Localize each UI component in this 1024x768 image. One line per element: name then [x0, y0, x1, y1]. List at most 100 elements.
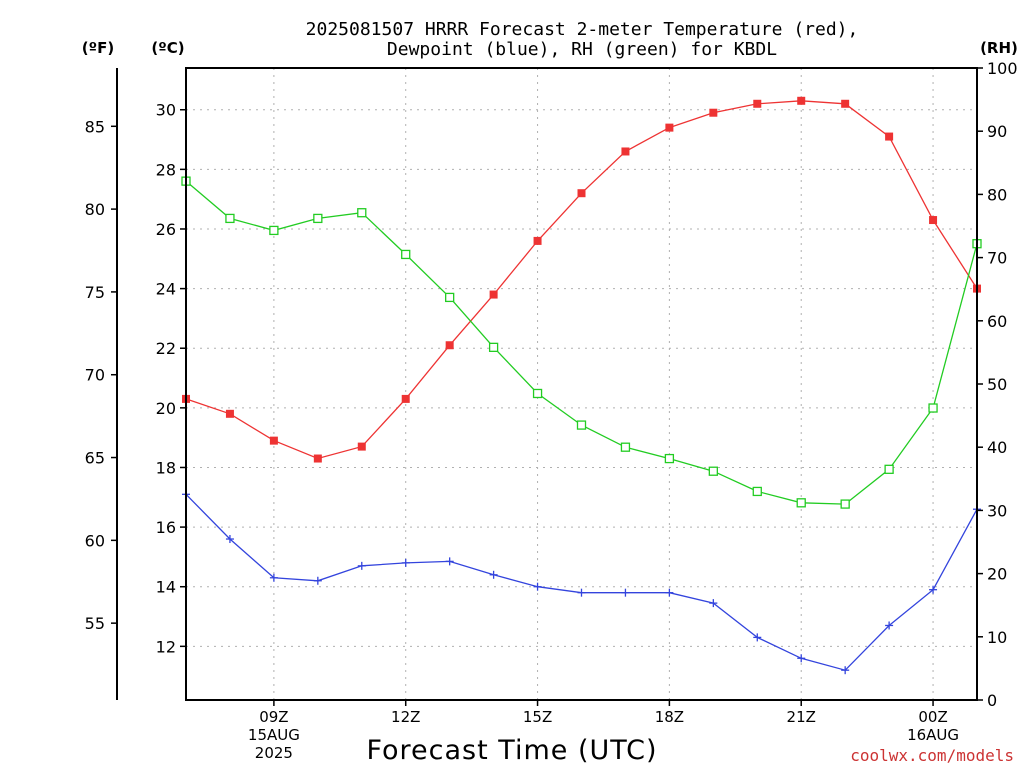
x-axis-title: Forecast Time (UTC): [366, 735, 657, 766]
dewpoint-line: [185, 493, 978, 671]
rh-point: [708, 466, 718, 476]
temperature-point: [225, 409, 234, 418]
dewpoint-point: [357, 561, 366, 570]
rh-point: [225, 213, 235, 224]
x-tick-label: 21Z: [787, 708, 816, 726]
temperature-point: [357, 442, 366, 451]
rh-tick-label: 60: [987, 312, 1007, 331]
x-tick-label: 00Z: [918, 708, 947, 726]
fahrenheit-tick-label: 70: [85, 366, 105, 385]
x-tick-label: 15AUG: [248, 726, 300, 744]
celsius-tick-label: 20: [156, 399, 176, 418]
temperature-point: [621, 147, 630, 156]
dewpoint-point: [665, 588, 674, 597]
temperature-line: [185, 100, 978, 460]
rh-tick-label: 10: [987, 628, 1007, 647]
celsius-tick-label: 22: [156, 339, 176, 358]
rh-point: [664, 453, 675, 464]
rh-tick-label: 30: [987, 501, 1007, 520]
grid-lines: [186, 68, 977, 700]
rh-tick-label: 90: [987, 122, 1007, 141]
temperature-point: [709, 108, 718, 117]
temperature-point: [841, 99, 850, 108]
celsius-tick-label: 24: [156, 280, 176, 299]
celsius-tick-label: 18: [156, 458, 176, 477]
fahrenheit-tick-label: 65: [85, 449, 105, 468]
temperature-point: [401, 394, 410, 403]
rh-point: [576, 420, 587, 430]
rh-tick-label: 0: [987, 691, 997, 710]
temperature-point: [445, 341, 454, 350]
rh-point: [620, 442, 631, 452]
dewpoint-point: [709, 599, 718, 608]
dewpoint-point: [885, 621, 894, 630]
temperature-point: [885, 132, 894, 141]
fahrenheit-tick-label: 55: [85, 614, 105, 633]
dewpoint-point: [797, 654, 806, 663]
fahrenheit-tick-label: 85: [85, 117, 105, 136]
temperature-point: [577, 189, 586, 198]
dewpoint-point: [401, 558, 410, 567]
plot-frame: [185, 67, 978, 701]
dewpoint-point: [445, 557, 454, 566]
x-tick-label: 2025: [255, 744, 293, 762]
celsius-tick-label: 14: [156, 578, 176, 597]
dewpoint-point: [225, 535, 234, 544]
chart-title-line1: 2025081507 HRRR Forecast 2-meter Tempera…: [306, 19, 859, 40]
x-tick-label: 12Z: [391, 708, 420, 726]
rh-point: [313, 213, 323, 224]
celsius-tick-label: 30: [156, 101, 176, 120]
dewpoint-point: [841, 666, 850, 675]
celsius-unit-label: (ºC): [151, 39, 184, 57]
dewpoint-point: [313, 576, 322, 585]
rh-point: [269, 225, 279, 236]
temperature-point: [313, 454, 322, 463]
rh-tick-label: 40: [987, 438, 1007, 457]
fahrenheit-tick-label: 60: [85, 531, 105, 550]
rh-point: [884, 464, 894, 474]
chart-title-line2: Dewpoint (blue), RH (green) for KBDL: [387, 39, 777, 60]
x-tick-label: 18Z: [655, 708, 684, 726]
dewpoint-point: [533, 582, 542, 591]
temperature-point: [665, 123, 674, 132]
dewpoint-point: [753, 633, 762, 642]
dewpoint-point: [269, 573, 278, 582]
rh-point: [401, 249, 411, 260]
rh-point: [357, 208, 367, 218]
x-tick-label: 15Z: [523, 708, 552, 726]
temperature-point: [269, 436, 278, 445]
rh-unit-label: (RH): [980, 39, 1018, 57]
rh-tick-label: 70: [987, 249, 1007, 268]
rh-point: [840, 499, 850, 509]
credit-text: coolwx.com/models: [850, 746, 1014, 765]
temperature-point: [797, 96, 806, 105]
fahrenheit-unit-label: (ºF): [82, 39, 114, 57]
rh-point: [796, 498, 806, 508]
temperature-point: [929, 216, 938, 225]
celsius-tick-label: 12: [156, 637, 176, 656]
celsius-tick-label: 16: [156, 518, 176, 537]
rh-tick-label: 20: [987, 565, 1007, 584]
dewpoint-point: [577, 588, 586, 597]
rh-point: [445, 292, 455, 303]
dewpoint-point: [489, 570, 498, 579]
x-tick-label: 16AUG: [907, 726, 959, 744]
temperature-point: [489, 290, 498, 299]
rh-point: [532, 388, 543, 399]
temperature-point: [753, 99, 762, 108]
celsius-tick-label: 28: [156, 160, 176, 179]
rh-point: [752, 486, 762, 497]
series-layer: [181, 96, 982, 675]
celsius-tick-label: 26: [156, 220, 176, 239]
rh-point: [928, 403, 938, 413]
rh-point: [488, 342, 499, 352]
rh-tick-label: 50: [987, 375, 1007, 394]
x-tick-label: 09Z: [259, 708, 288, 726]
fahrenheit-tick-label: 80: [85, 200, 105, 219]
rh-tick-label: 80: [987, 185, 1007, 204]
rh-tick-label: 100: [987, 59, 1018, 78]
axis-ticks: 12 14 16 18 20 22 24 26 28 30 55 60 65 70 75 80 85 0 10 20 3…: [85, 59, 1018, 762]
fahrenheit-tick-label: 75: [85, 283, 105, 302]
dewpoint-point: [621, 588, 630, 597]
